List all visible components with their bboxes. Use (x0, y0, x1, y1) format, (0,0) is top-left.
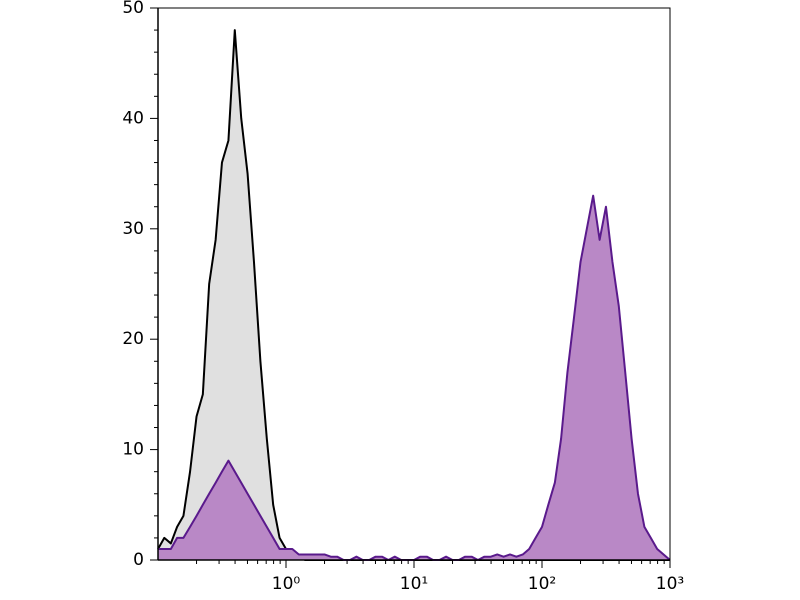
y-tick-label: 40 (122, 108, 144, 128)
x-tick-label: 10² (528, 574, 556, 594)
y-tick-label: 10 (122, 440, 144, 460)
x-tick-label: 10⁰ (272, 574, 301, 594)
y-tick-label: 30 (122, 219, 144, 239)
y-tick-label: 50 (122, 0, 144, 18)
x-tick-label: 10³ (656, 574, 684, 594)
x-tick-label: 10¹ (400, 574, 428, 594)
y-tick-label: 0 (133, 550, 144, 570)
y-tick-label: 20 (122, 329, 144, 349)
